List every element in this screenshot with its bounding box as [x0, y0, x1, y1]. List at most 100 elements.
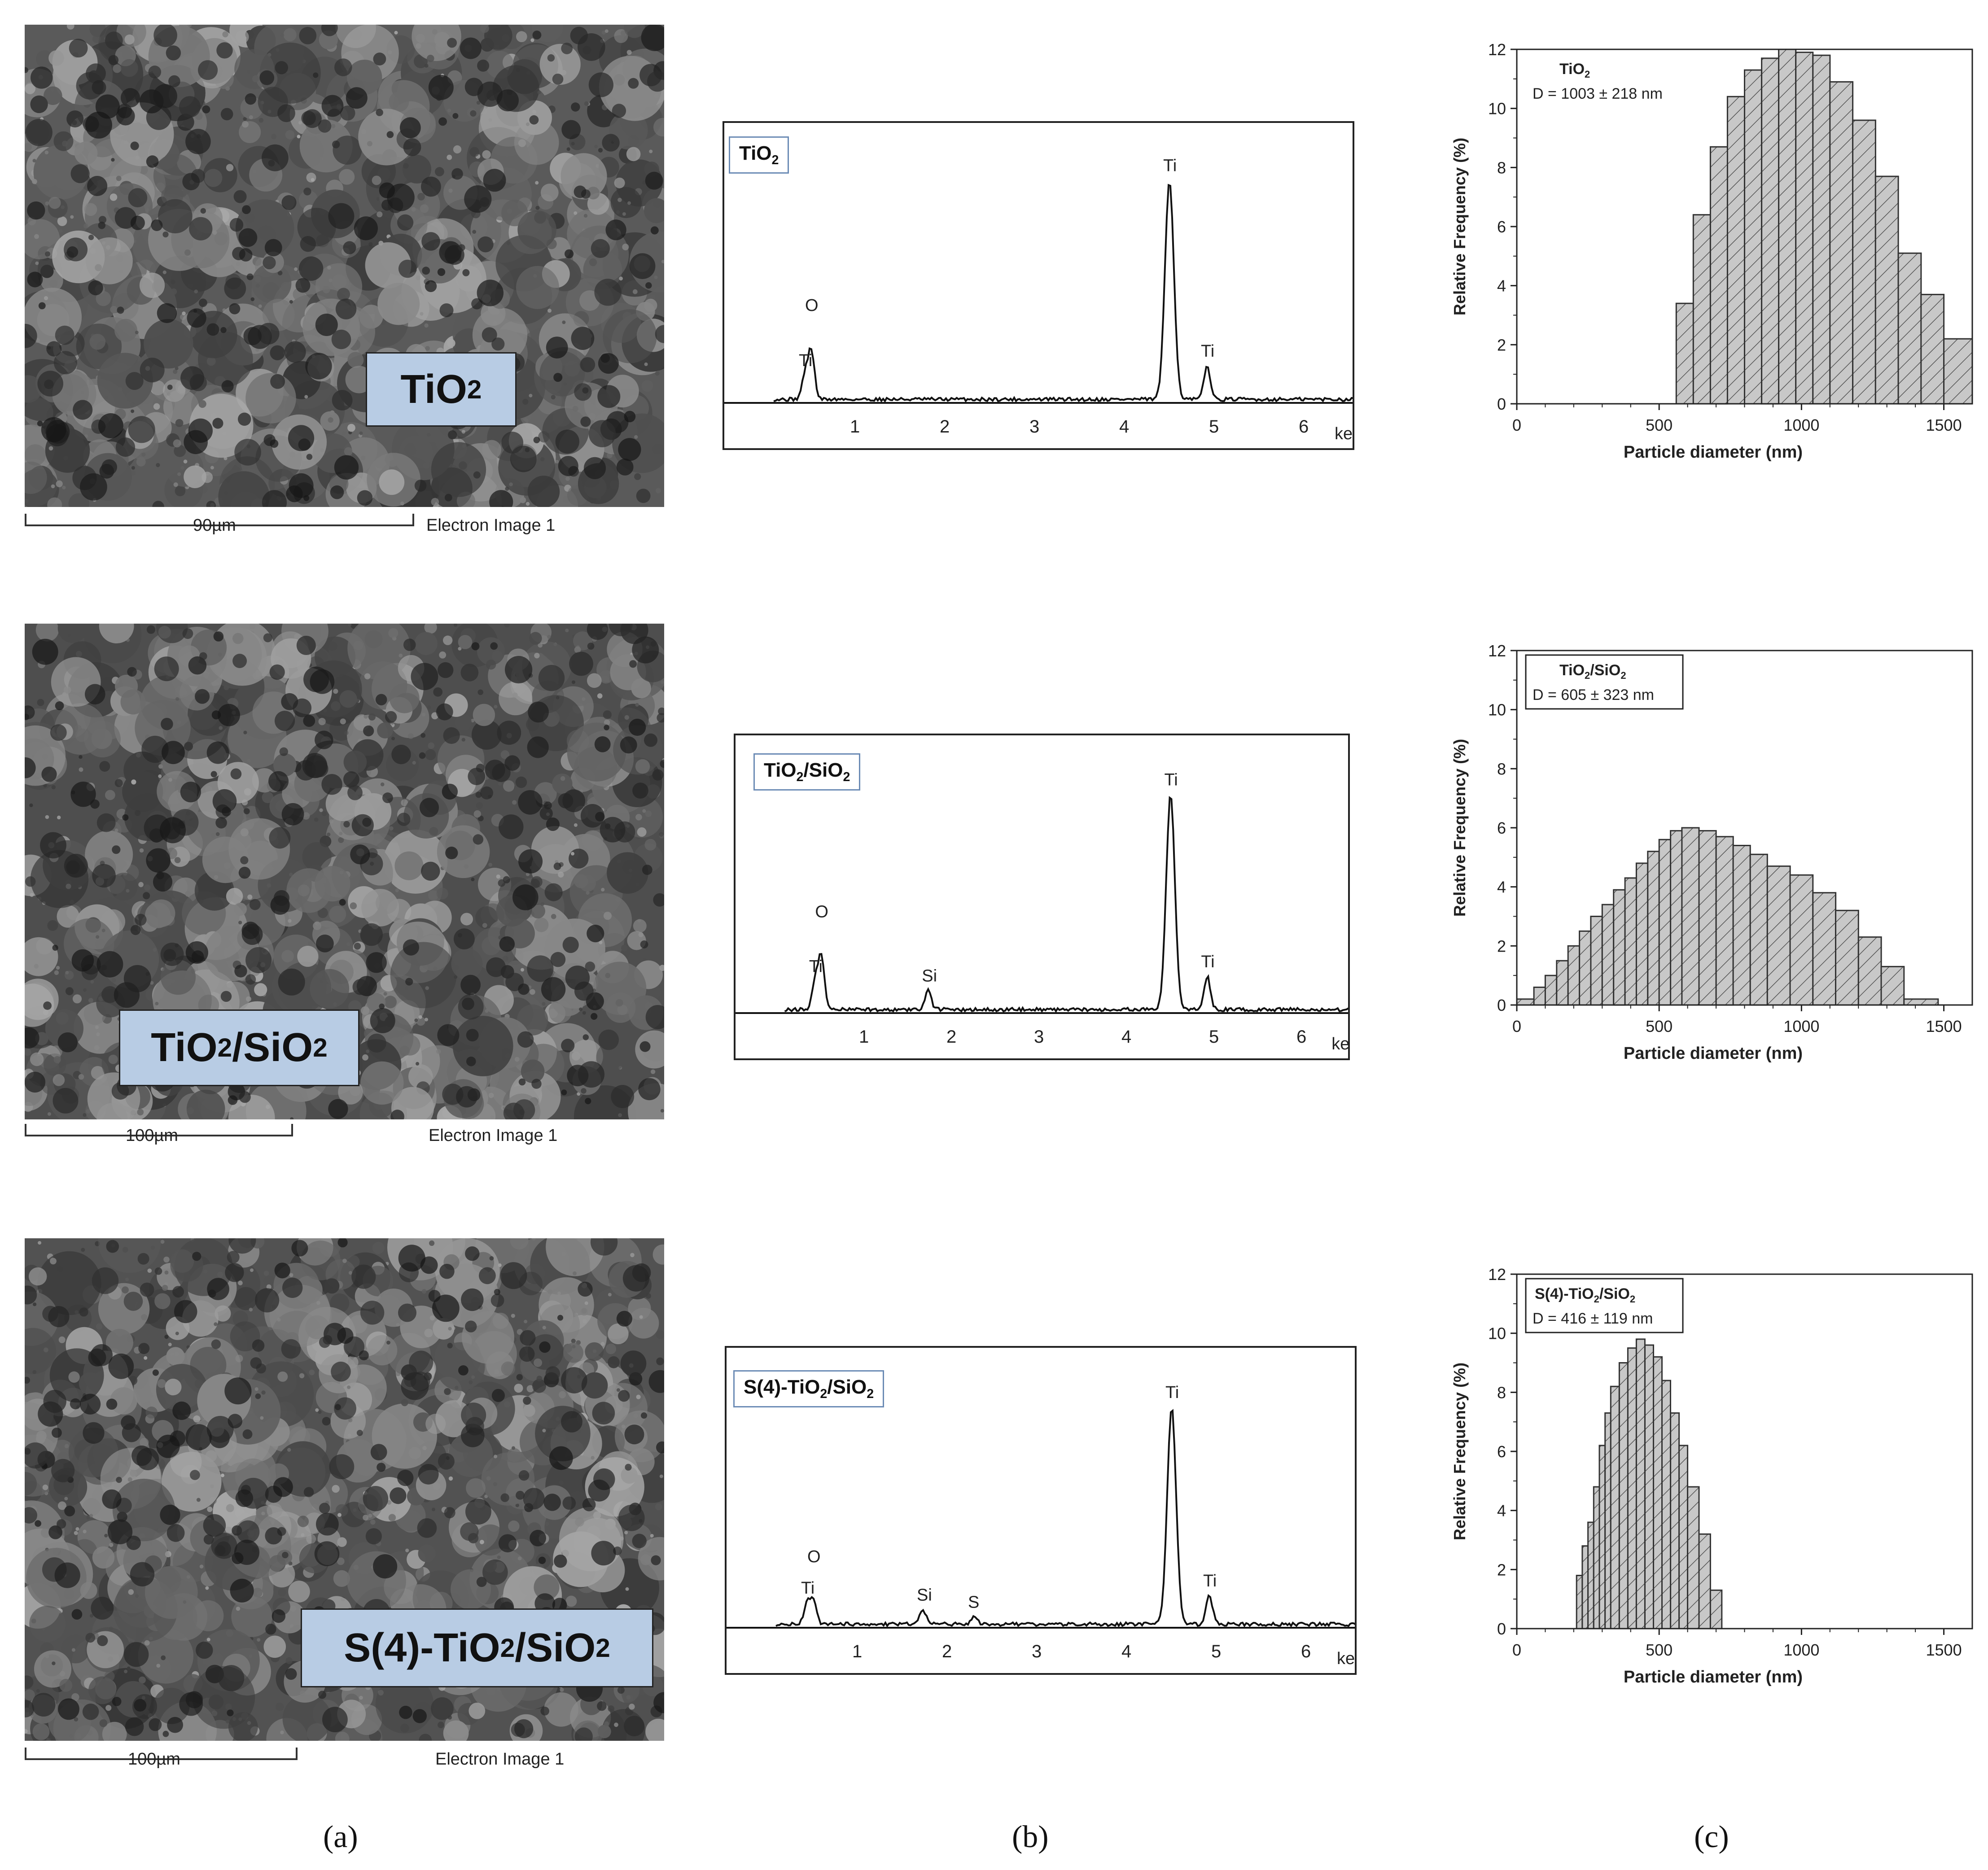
eds-peak-label: O [815, 903, 828, 922]
scale-bar-label-1: 90µm [193, 516, 236, 535]
histogram-bar [1687, 1486, 1700, 1630]
eds-peak-label: Ti [809, 957, 823, 976]
histogram-tio2-sio2: 0 2 4 6 8 10 12 0 500 1000 1500 Particle diameter (… [1450, 642, 1973, 1063]
histogram-bar [1766, 865, 1791, 1006]
y-tick-label: 2 [1497, 336, 1506, 354]
histogram-legend: S(4)-TiO2/SiO2 D = 416 ± 119 nm [1525, 1278, 1684, 1333]
x-tick-label: 1500 [1926, 416, 1962, 434]
y-tick-label: 6 [1497, 218, 1506, 236]
x-tick-label: 1000 [1783, 1017, 1819, 1035]
eds-tick-label: 3 [1029, 417, 1039, 437]
x-tick-label: 1500 [1926, 1017, 1962, 1035]
x-tick-label: 1500 [1926, 1641, 1962, 1659]
histogram-bar [1880, 966, 1905, 1006]
x-tick-label: 0 [1512, 416, 1521, 434]
eds-peak-label: O [807, 1547, 821, 1566]
legend-value: D = 605 ± 323 nm [1533, 686, 1654, 703]
eds-unit-label: keV [1337, 1649, 1355, 1668]
y-tick-label: 12 [1488, 40, 1506, 59]
histogram-bar [1678, 1445, 1689, 1630]
histogram-bar [1920, 293, 1945, 405]
histogram-bar [1670, 1412, 1680, 1630]
eds-spectrum-trace [773, 184, 1353, 403]
histogram-bar [1778, 48, 1797, 405]
y-tick-label: 2 [1497, 1560, 1506, 1579]
sem-label-tio2-sio2: TiO 2/SiO 2 [119, 1009, 359, 1086]
eds-peak-label: Ti [1201, 342, 1214, 361]
x-tick-label: 1000 [1783, 416, 1819, 434]
legend-title: TiO2/SiO2 [1559, 662, 1626, 681]
y-tick-label: 6 [1497, 819, 1506, 837]
histogram-bar [1761, 57, 1780, 405]
histogram-bar [1544, 974, 1558, 1006]
y-tick-label: 10 [1488, 100, 1506, 118]
x-tick-label: 0 [1512, 1017, 1521, 1035]
sem-label-s4-tio2-sio2: S(4)-TiO 2/SiO 2 [301, 1608, 653, 1687]
histogram-bar [1698, 1533, 1711, 1630]
histogram-bar [1567, 945, 1581, 1006]
eds-peak-label: Ti [1163, 156, 1177, 175]
x-tick-label: 500 [1646, 1641, 1673, 1659]
eds-tick-label: 5 [1209, 1027, 1219, 1047]
histogram-bar [1644, 1344, 1654, 1630]
x-axis-label: Particle diameter (nm) [1624, 1044, 1803, 1063]
panel-label-b: (b) [1012, 1820, 1049, 1854]
histogram-legend: TiO2/SiO2 D = 605 ± 323 nm [1525, 654, 1684, 710]
eds-tick-label: 1 [852, 1642, 862, 1661]
x-tick-label: 0 [1512, 1641, 1521, 1659]
sem-image-tio2: TiO 2 [25, 25, 664, 507]
electron-image-caption-3: Electron Image 1 [435, 1750, 565, 1769]
eds-peak-label: Si [922, 966, 937, 985]
y-tick-label: 12 [1488, 1265, 1506, 1284]
eds-spectrum-tio2-sio2: 1234567keVOTiSiTiTi TiO2/SiO2 [734, 734, 1350, 1060]
histogram-bar [1789, 874, 1814, 1006]
eds-tick-label: 4 [1121, 1027, 1131, 1047]
eds-tick-label: 1 [850, 417, 860, 437]
histogram-bar [1829, 81, 1854, 405]
y-tick-label: 12 [1488, 642, 1506, 660]
histogram-bar [1812, 892, 1837, 1006]
histogram-bar [1692, 214, 1711, 405]
histogram-bar [1604, 1412, 1611, 1630]
y-tick-label: 4 [1497, 277, 1506, 295]
eds-tick-label: 2 [940, 417, 950, 437]
histogram-bar [1593, 1486, 1600, 1630]
histogram-bar [1613, 889, 1626, 1006]
y-axis-label: Relative Frequency (%) [1450, 739, 1469, 917]
y-tick-label: 4 [1497, 878, 1506, 896]
legend-title: TiO2 [1559, 61, 1590, 80]
eds-tick-label: 5 [1209, 417, 1219, 437]
eds-legend-1: TiO2 [729, 136, 789, 174]
histogram-bar [1670, 830, 1683, 1006]
eds-peak-label: Ti [1165, 1383, 1179, 1402]
y-tick-label: 6 [1497, 1442, 1506, 1461]
x-axis-label: Particle diameter (nm) [1624, 1668, 1803, 1686]
eds-spectrum-tio2: 1234567keVOTiTiTi TiO2 [723, 121, 1354, 450]
histogram-bar [1635, 1338, 1646, 1630]
eds-unit-label: keV [1335, 424, 1353, 443]
y-tick-label: 2 [1497, 937, 1506, 955]
histogram-bar [1709, 1589, 1723, 1630]
legend-value: D = 416 ± 119 nm [1533, 1310, 1653, 1327]
histogram-bar [1681, 827, 1700, 1006]
histogram-bar [1726, 96, 1746, 405]
histogram-bar [1658, 839, 1672, 1006]
histogram-bar [1581, 1545, 1589, 1630]
histogram-bar [1576, 1575, 1583, 1630]
histogram-bar [1647, 851, 1660, 1006]
histogram-bar [1698, 830, 1717, 1006]
histogram-bar [1749, 853, 1768, 1006]
eds-tick-label: 6 [1296, 1027, 1306, 1047]
y-tick-label: 0 [1497, 395, 1506, 413]
eds-peak-label: Ti [1164, 771, 1178, 790]
y-tick-label: 8 [1497, 760, 1506, 778]
x-tick-label: 1000 [1783, 1641, 1819, 1659]
eds-peak-label: Ti [1203, 1572, 1217, 1590]
histogram-bar [1556, 960, 1569, 1006]
sem-image-s4-tio2-sio2: S(4)-TiO 2/SiO 2 [25, 1238, 664, 1741]
eds-peak-label: Si [917, 1586, 932, 1605]
histogram-bar [1715, 836, 1734, 1006]
y-tick-label: 4 [1497, 1502, 1506, 1520]
sem-label-tio2: TiO 2 [366, 352, 517, 427]
histogram-bar [1897, 252, 1922, 405]
